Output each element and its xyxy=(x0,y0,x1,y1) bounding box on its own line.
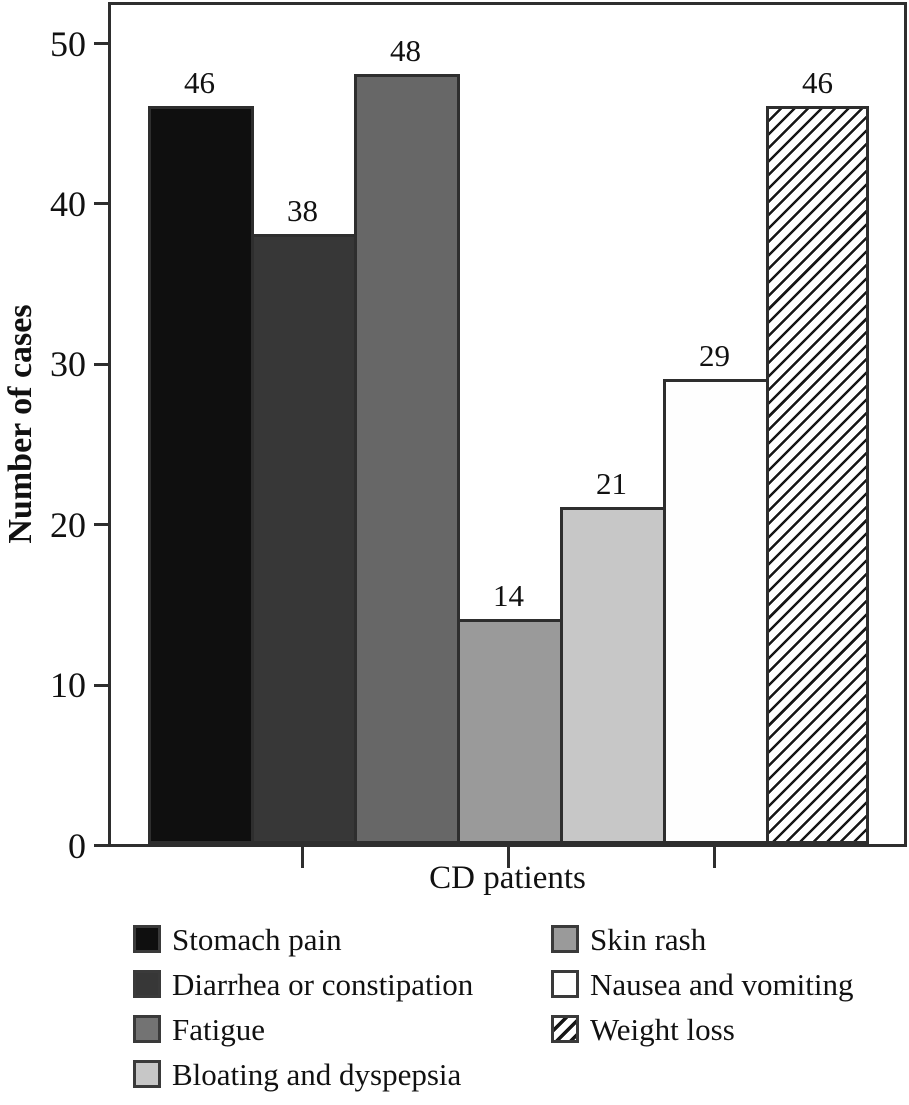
y-axis-tick-label-30: 30 xyxy=(50,344,86,385)
legend-column-1: Stomach pain Diarrhea or constipation Fati… xyxy=(133,921,474,1105)
legend-swatch-fatigue xyxy=(133,1015,161,1043)
bar-bloating-and-dyspepsia xyxy=(560,507,666,844)
plot-area: 46 38 48 14 21 29 46 xyxy=(108,2,907,847)
y-axis-tick-label-20: 20 xyxy=(50,504,86,545)
chart-legend: Stomach pain Diarrhea or constipation Fati… xyxy=(0,921,909,1090)
legend-label-nausea-and-vomiting: Nausea and vomiting xyxy=(590,966,854,1002)
y-axis-tick-30 xyxy=(94,362,110,366)
bar-nausea-and-vomiting xyxy=(663,379,769,844)
bar-value-label-diarrhea-or-constipation: 38 xyxy=(287,193,318,228)
legend-label-stomach-pain: Stomach pain xyxy=(172,921,342,957)
bar-fatigue xyxy=(354,74,460,844)
legend-label-diarrhea-or-constipation: Diarrhea or constipation xyxy=(172,966,474,1002)
legend-swatch-skin-rash xyxy=(551,925,579,953)
legend-item-weight-loss: Weight loss xyxy=(551,1011,853,1047)
y-axis-tick-label-10: 10 xyxy=(50,665,86,706)
y-axis-tick-50 xyxy=(94,42,110,45)
plot-inner: 46 38 48 14 21 29 46 xyxy=(111,5,904,844)
legend-label-weight-loss: Weight loss xyxy=(590,1011,735,1047)
y-axis-tick-0 xyxy=(94,844,110,847)
bar-skin-rash xyxy=(457,619,563,844)
bar-value-label-stomach-pain: 46 xyxy=(184,65,215,100)
legend-item-fatigue: Fatigue xyxy=(133,1011,473,1047)
legend-swatch-stomach-pain xyxy=(133,925,161,953)
bar-value-label-weight-loss: 46 xyxy=(802,65,833,100)
legend-swatch-nausea-and-vomiting xyxy=(551,970,579,998)
bar-weight-loss xyxy=(766,106,869,844)
y-axis-tick-40 xyxy=(94,202,110,206)
y-axis-tick-label-50: 50 xyxy=(50,23,86,64)
bar-value-label-skin-rash: 14 xyxy=(493,578,524,613)
legend-label-skin-rash: Skin rash xyxy=(590,921,707,957)
x-axis-tick-3 xyxy=(507,847,510,868)
legend-item-bloating-and-dyspepsia: Bloating and dyspepsia xyxy=(133,1056,473,1092)
bar-value-label-fatigue: 48 xyxy=(390,33,421,68)
bar-diarrhea-or-constipation xyxy=(251,234,357,844)
bar-stomach-pain xyxy=(148,106,254,844)
bar-value-label-bloating-and-dyspepsia: 21 xyxy=(596,466,627,501)
legend-item-diarrhea-or-constipation: Diarrhea or constipation xyxy=(133,966,474,1002)
bar-value-label-nausea-and-vomiting: 29 xyxy=(699,338,730,373)
legend-swatch-bloating-and-dyspepsia xyxy=(133,1060,161,1088)
y-axis-tick-20 xyxy=(94,523,110,527)
legend-item-skin-rash: Skin rash xyxy=(551,921,853,957)
x-axis-tick-5 xyxy=(713,847,716,868)
y-axis-tick-label-40: 40 xyxy=(50,183,86,224)
legend-label-bloating-and-dyspepsia: Bloating and dyspepsia xyxy=(172,1056,462,1092)
y-axis-tick-10 xyxy=(94,683,110,687)
x-axis-tick-1 xyxy=(301,847,304,868)
legend-item-stomach-pain: Stomach pain xyxy=(133,921,473,957)
y-axis-tick-label-0: 0 xyxy=(68,825,86,866)
legend-item-nausea-and-vomiting: Nausea and vomiting xyxy=(551,966,854,1002)
legend-column-2: Skin rash Nausea and vomiting Weight loss xyxy=(551,921,854,1060)
legend-swatch-diarrhea-or-constipation xyxy=(133,970,161,998)
legend-swatch-weight-loss xyxy=(551,1015,579,1043)
legend-label-fatigue: Fatigue xyxy=(172,1011,265,1047)
